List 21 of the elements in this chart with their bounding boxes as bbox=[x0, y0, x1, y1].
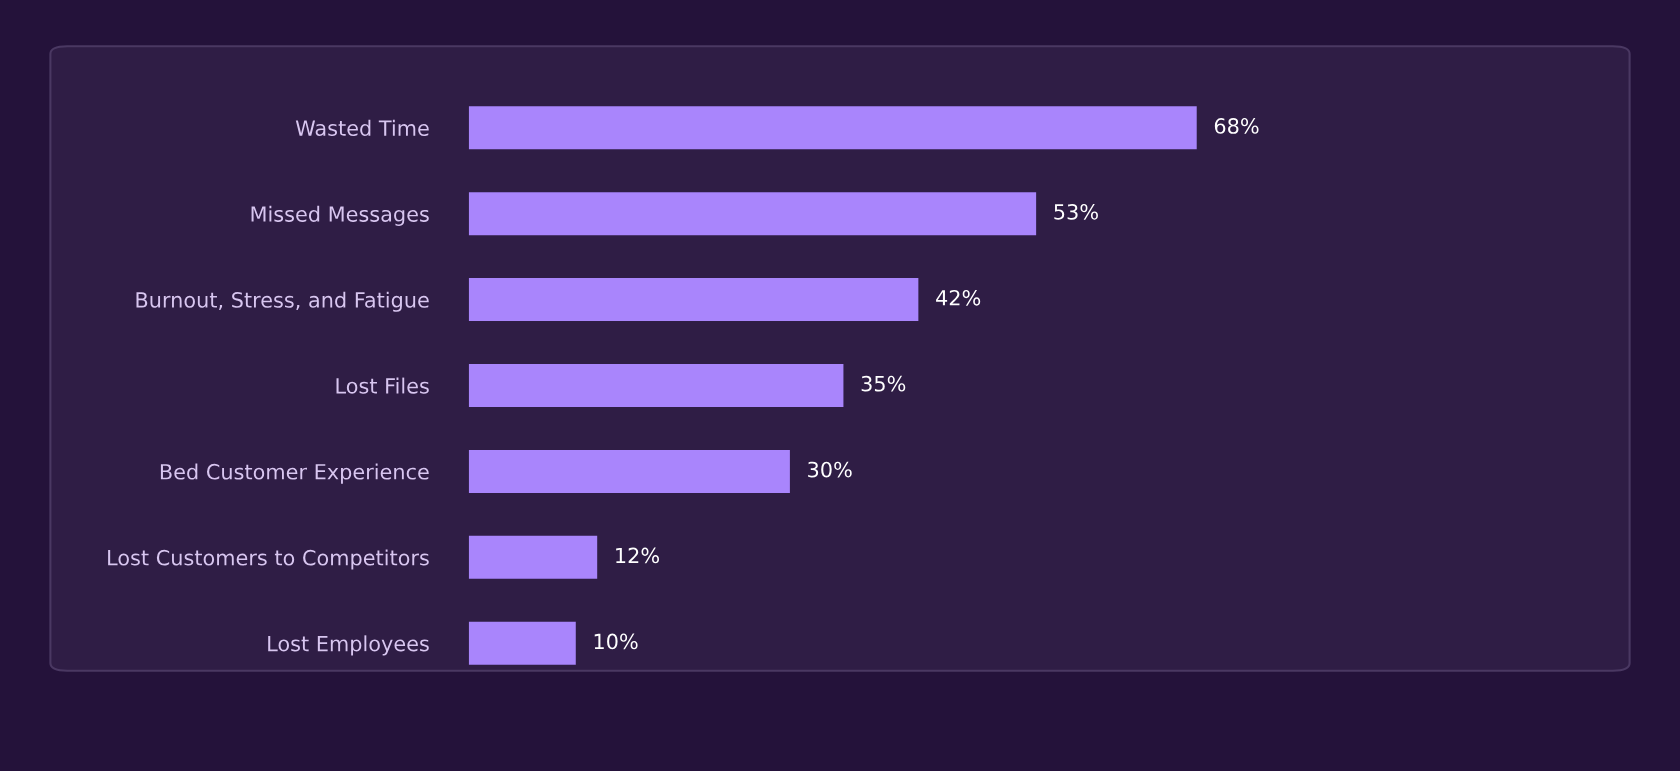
data-label: 10% bbox=[594, 633, 638, 650]
bar bbox=[468, 192, 1037, 236]
y-tick-label: Bed Customer Experience bbox=[160, 463, 429, 484]
data-label: 68% bbox=[1214, 118, 1259, 134]
y-tick-label: Burnout, Stress, and Fatigue bbox=[136, 291, 429, 312]
bar bbox=[468, 621, 576, 665]
bar bbox=[468, 535, 598, 579]
bar bbox=[468, 449, 790, 493]
bar bbox=[468, 106, 1197, 150]
bar bbox=[468, 364, 844, 407]
data-label: 42% bbox=[936, 289, 981, 306]
y-tick-label: Lost Employees bbox=[268, 635, 429, 656]
data-label: 12% bbox=[616, 547, 660, 564]
y-tick-label: Lost Customers to Competitors bbox=[108, 549, 429, 570]
bar bbox=[468, 278, 919, 322]
y-tick-label: Missed Messages bbox=[251, 205, 429, 226]
data-label: 53% bbox=[1054, 203, 1098, 220]
y-tick-label: Wasted Time bbox=[295, 119, 429, 136]
data-label: 35% bbox=[861, 375, 906, 392]
y-tick-label: Lost Files bbox=[336, 377, 429, 394]
data-label: 30% bbox=[808, 461, 852, 478]
